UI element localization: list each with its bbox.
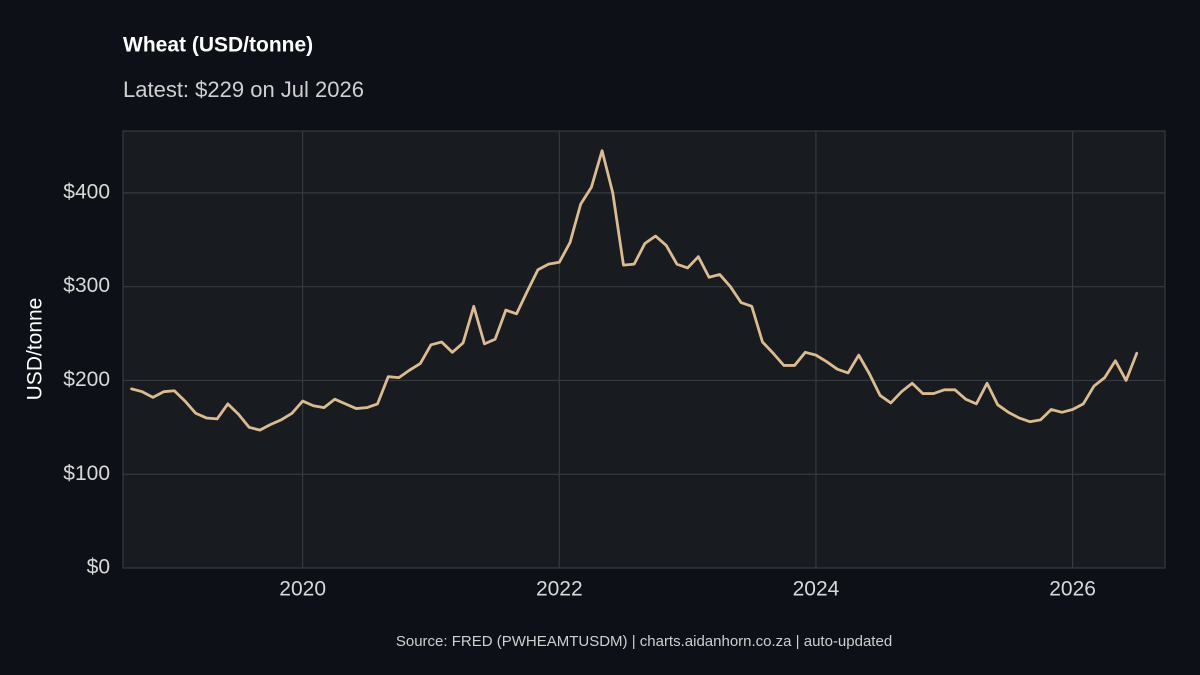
y-tick-label: $300	[63, 274, 110, 297]
y-tick-label: $200	[63, 368, 110, 391]
chart-title: Wheat (USD/tonne)	[123, 34, 313, 57]
x-tick-label: 2020	[279, 578, 326, 601]
price-line	[130, 149, 1139, 432]
x-tick-label: 2026	[1049, 578, 1096, 601]
x-tick-label: 2022	[536, 578, 583, 601]
y-axis-label: USD/tonne	[24, 298, 47, 401]
y-tick-label: $100	[63, 462, 110, 485]
plot-panel	[122, 130, 1166, 569]
y-tick-label: $400	[63, 180, 110, 203]
y-tick-label: $0	[87, 556, 110, 579]
x-tick-label: 2024	[793, 578, 840, 601]
caption: Source: FRED (PWHEAMTUSDM) | charts.aida…	[396, 633, 892, 650]
chart-subtitle: Latest: $229 on Jul 2026	[123, 77, 364, 102]
